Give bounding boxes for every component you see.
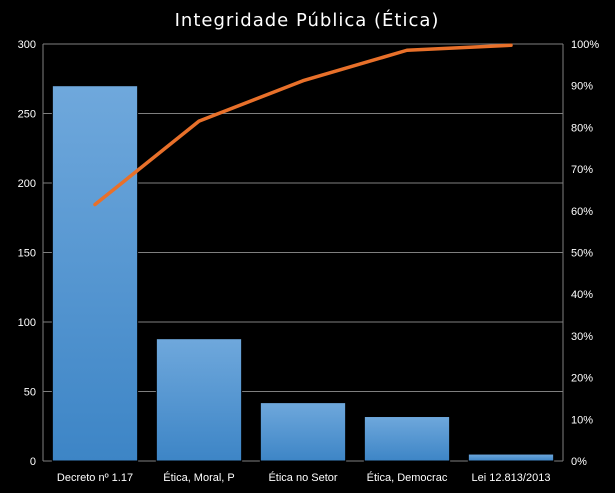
bar: [363, 416, 451, 462]
y-left-tick-label: 50: [24, 387, 36, 399]
x-tick-label: Ética, Democrac: [367, 471, 448, 484]
y-left-tick-label: 150: [18, 248, 36, 260]
x-tick-label: Ética no Setor: [268, 471, 337, 484]
chart-title: Integridade Pública (Ética): [175, 9, 440, 31]
y-right-tick-label: 40%: [571, 289, 593, 301]
y-left-tick-label: 200: [18, 178, 36, 190]
y-right-tick-label: 80%: [571, 122, 593, 134]
y-left-tick-label: 100: [18, 317, 36, 329]
bar: [51, 85, 139, 462]
y-right-tick-label: 30%: [571, 331, 593, 343]
bar: [155, 338, 243, 462]
y-left-tick-label: 300: [18, 39, 36, 51]
cumulative-line: [93, 43, 513, 207]
bar: [259, 402, 347, 462]
y-right-tick-label: 50%: [571, 248, 593, 260]
bars: [51, 85, 555, 462]
category-axis: Decreto nº 1.17 Ética, Moral, P Ética no S…: [57, 471, 551, 484]
y-left-tick-label: 250: [18, 109, 36, 121]
bar: [467, 453, 555, 462]
y-right-tick-label: 100%: [571, 39, 599, 51]
x-tick-label: Lei 12.813/2013: [472, 472, 551, 484]
line-point: [405, 48, 409, 52]
line-point: [509, 43, 513, 47]
x-tick-label: Ética, Moral, P: [163, 471, 235, 484]
left-axis: 0 50 100 150 200 250 300: [18, 39, 44, 468]
right-axis: 0% 10% 20% 30% 40% 50% 60% 70% 80% 90% 100%: [562, 39, 599, 468]
y-right-tick-label: 0%: [571, 456, 587, 468]
x-tick-label: Decreto nº 1.17: [57, 472, 133, 484]
line-point: [301, 79, 305, 83]
line-point: [197, 119, 201, 123]
y-right-tick-label: 20%: [571, 373, 593, 385]
series-line: [93, 43, 513, 207]
line-point: [93, 203, 97, 207]
y-right-tick-label: 60%: [571, 206, 593, 218]
y-left-tick-label: 0: [30, 456, 36, 468]
y-right-tick-label: 70%: [571, 164, 593, 176]
y-right-tick-label: 10%: [571, 414, 593, 426]
y-right-tick-label: 90%: [571, 81, 593, 93]
